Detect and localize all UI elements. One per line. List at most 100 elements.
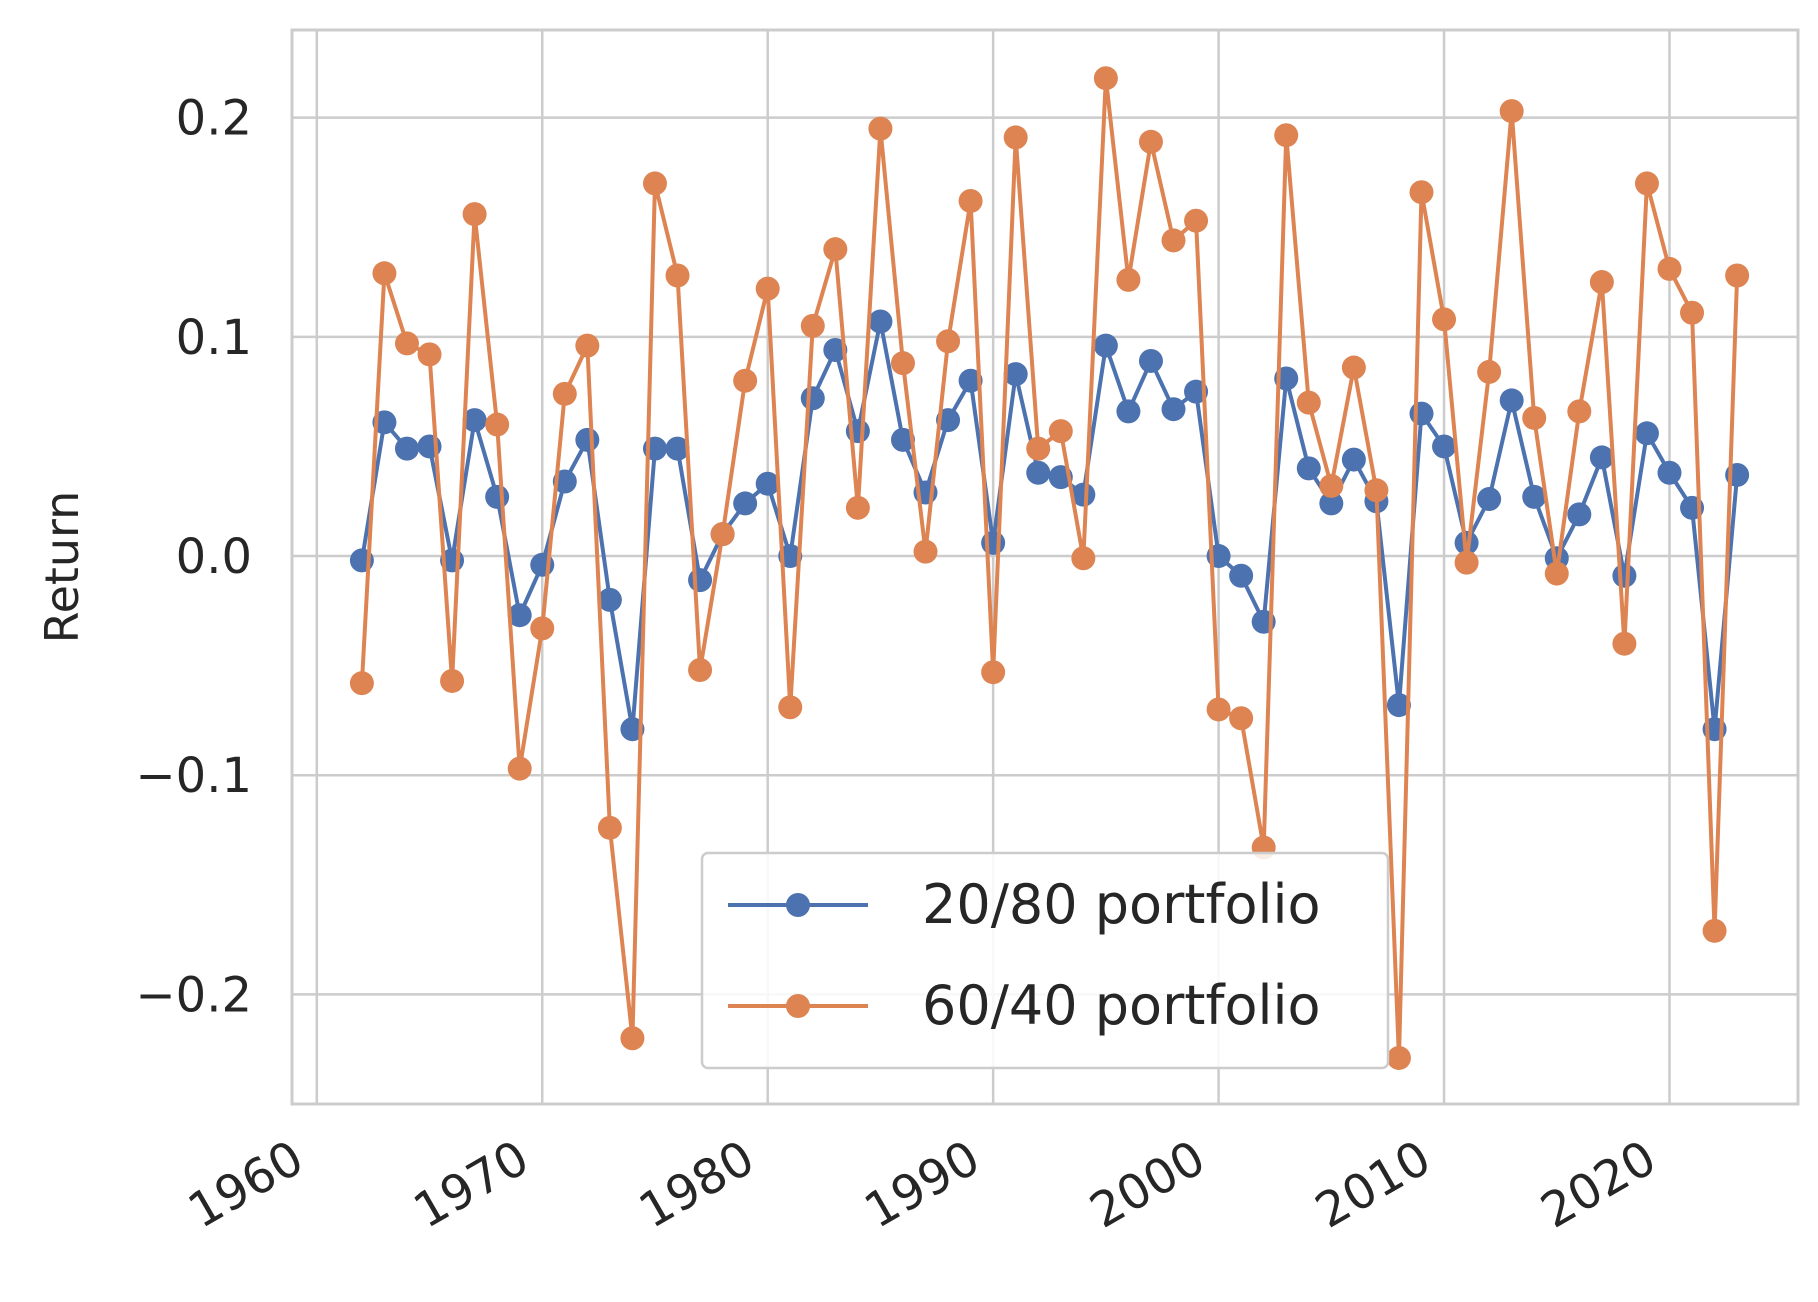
series-1-point-1985 (868, 116, 893, 141)
series-1-point-2013 (1499, 99, 1524, 124)
series-0-point-1998 (1161, 397, 1186, 422)
y-tick-label-4: 0.2 (176, 91, 252, 147)
series-1-point-1976 (665, 263, 690, 288)
series-line-1 (359, 76, 1740, 1060)
series-1-point-1994 (1071, 546, 1096, 571)
series-1-point-1970 (530, 616, 555, 641)
legend-box (700, 851, 1390, 1070)
series-0-point-2013 (1499, 388, 1524, 413)
series-0-point-2009 (1409, 401, 1434, 426)
series-0-point-2006 (1341, 447, 1366, 472)
series-1-point-1983 (823, 237, 848, 262)
series-1-point-1973 (597, 815, 622, 840)
series-1-point-1992 (1026, 436, 1051, 461)
series-0-point-1973 (597, 587, 622, 612)
series-1-point-1996 (1116, 267, 1141, 292)
series-1-point-2020 (1657, 256, 1682, 281)
series-1-point-1975 (642, 171, 667, 196)
series-0-point-2010 (1432, 434, 1457, 459)
series-0-point-2019 (1634, 421, 1659, 446)
series-1-point-2003 (1274, 123, 1299, 148)
series-0-point-1979 (733, 491, 758, 516)
series-1-point-1998 (1161, 228, 1186, 253)
series-0-point-1967 (462, 408, 487, 433)
series-0-point-2004 (1296, 456, 1321, 481)
y-tick-label-3: 0.1 (176, 310, 252, 366)
series-0-point-1989 (958, 368, 983, 393)
series-1-point-1984 (845, 495, 870, 520)
y-tick-label-2: 0.0 (176, 529, 252, 585)
series-1-point-2023 (1725, 263, 1750, 288)
series-1-point-1962 (349, 671, 374, 696)
series-1-point-1987 (913, 539, 938, 564)
series-0-point-2014 (1522, 484, 1547, 509)
series-1-point-1968 (485, 412, 510, 437)
series-0-point-2018 (1612, 563, 1637, 588)
series-1-point-1971 (552, 381, 577, 406)
series-1-point-2010 (1432, 307, 1457, 332)
series-1-point-2012 (1477, 359, 1502, 384)
series-0-point-1968 (485, 484, 510, 509)
series-1-point-1974 (620, 1026, 645, 1051)
y-axis-label: Return (35, 491, 89, 644)
series-1-point-2017 (1589, 270, 1614, 295)
series-0-point-1991 (1003, 362, 1028, 387)
series-1-point-1964 (394, 331, 419, 356)
series-0-point-2005 (1319, 491, 1344, 516)
series-1-point-2016 (1567, 399, 1592, 424)
legend-label-1: 60/40 portfolio (922, 974, 1321, 1037)
series-60-40-group (349, 66, 1750, 1070)
series-1-point-2007 (1364, 478, 1389, 503)
series-0-point-1992 (1026, 460, 1051, 485)
legend-marker-1 (786, 994, 810, 1018)
series-1-point-1965 (417, 342, 442, 367)
series-1-point-1999 (1184, 208, 1209, 233)
series-1-point-1963 (372, 261, 397, 286)
series-0-point-1976 (665, 436, 690, 461)
series-1-point-2021 (1680, 300, 1705, 325)
series-layer (349, 66, 1750, 1070)
series-1-point-1993 (1048, 419, 1073, 444)
series-1-point-1991 (1003, 125, 1028, 150)
series-0-point-1964 (394, 436, 419, 461)
series-1-point-2008 (1386, 1045, 1411, 1070)
plot-frame (290, 28, 1800, 1106)
series-0-point-1983 (823, 338, 848, 363)
y-axis-tick-labels: −0.2 −0.1 0.0 0.1 0.2 (135, 91, 252, 1024)
y-tick-label-1: −0.1 (135, 748, 252, 804)
series-1-point-1979 (733, 368, 758, 393)
series-0-point-2020 (1657, 460, 1682, 485)
legend-marker-0 (786, 893, 810, 917)
series-1-point-2022 (1702, 918, 1727, 943)
series-1-point-2000 (1206, 697, 1231, 722)
series-1-point-1982 (800, 313, 825, 338)
series-1-point-2018 (1612, 631, 1637, 656)
series-1-point-1989 (958, 188, 983, 213)
series-0-point-1972 (575, 427, 600, 452)
series-0-point-1980 (755, 471, 780, 496)
series-0-point-1985 (868, 309, 893, 334)
series-1-point-2019 (1634, 171, 1659, 196)
series-0-point-1997 (1138, 348, 1163, 373)
series-1-point-2001 (1229, 706, 1254, 731)
series-1-point-1980 (755, 276, 780, 301)
series-1-point-1977 (688, 658, 713, 683)
series-0-point-1977 (688, 568, 713, 593)
series-1-point-1966 (440, 668, 465, 693)
series-1-point-2014 (1522, 405, 1547, 430)
series-1-point-1995 (1093, 66, 1118, 91)
series-0-point-1969 (507, 603, 532, 628)
series-0-point-2017 (1589, 445, 1614, 470)
series-1-point-2005 (1319, 473, 1344, 498)
series-1-point-1986 (890, 351, 915, 376)
series-0-point-1994 (1071, 482, 1096, 507)
series-1-point-2015 (1544, 561, 1569, 586)
series-1-point-1967 (462, 202, 487, 227)
series-1-point-1990 (981, 660, 1006, 685)
y-tick-label-0: −0.2 (135, 967, 252, 1023)
series-0-point-1996 (1116, 399, 1141, 424)
legend-label-0: 20/80 portfolio (922, 873, 1321, 936)
series-1-point-1972 (575, 333, 600, 358)
series-0-point-2016 (1567, 502, 1592, 527)
